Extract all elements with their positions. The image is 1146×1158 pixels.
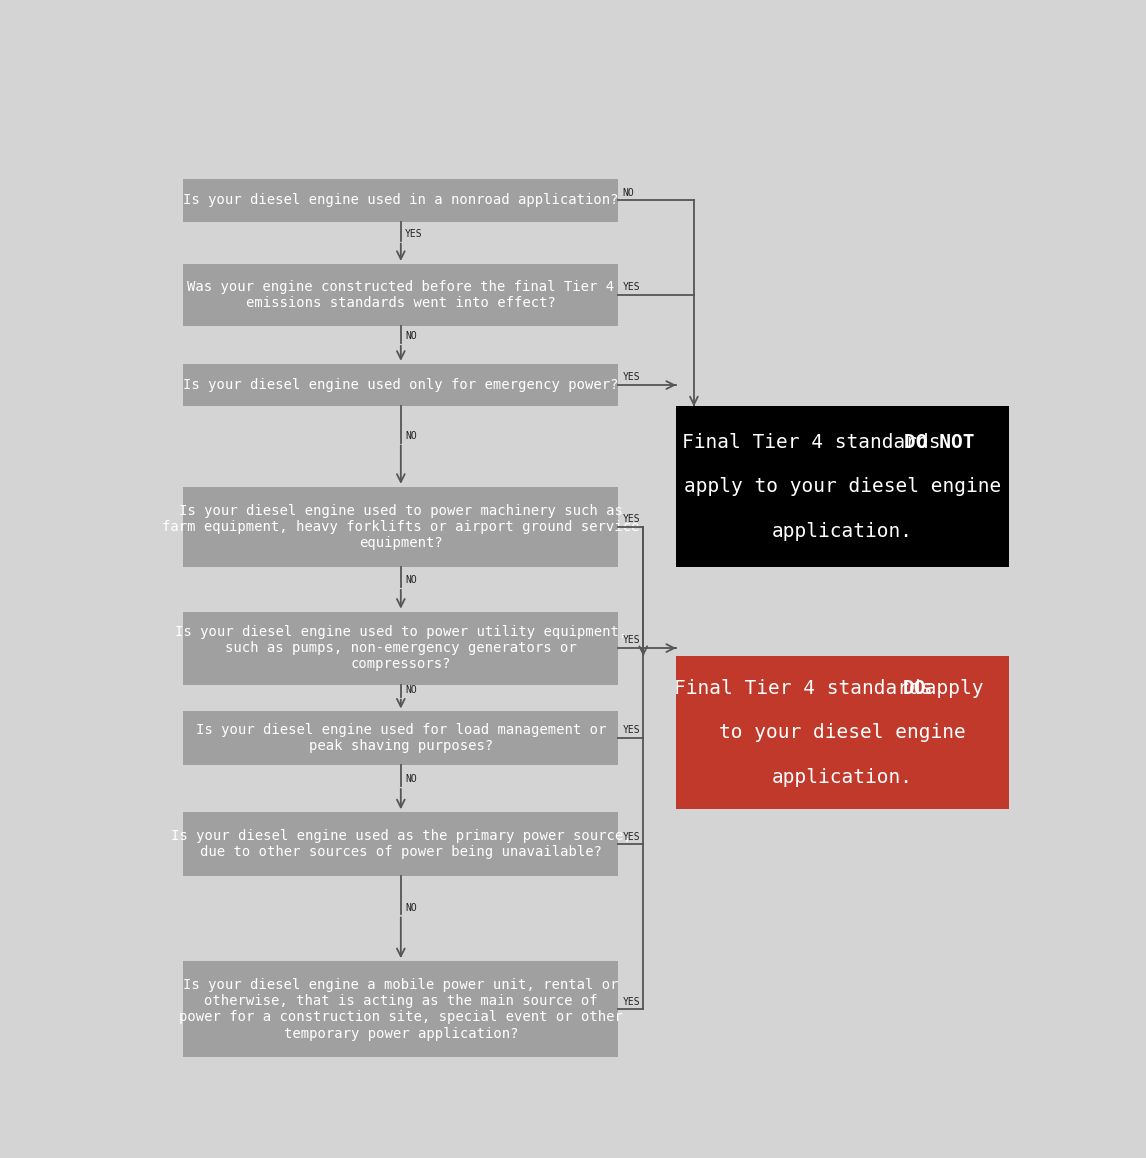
Text: Is your diesel engine used to power utility equipment,
such as pumps, non-emerge: Is your diesel engine used to power util…: [174, 625, 627, 672]
Bar: [183, 179, 619, 222]
Text: Is your diesel engine a mobile power unit, rental or
otherwise, that is acting a: Is your diesel engine a mobile power uni…: [179, 977, 622, 1041]
Text: Is your diesel engine used to power machinery such as
farm equipment, heavy fork: Is your diesel engine used to power mach…: [162, 504, 639, 550]
Bar: [183, 264, 619, 327]
Text: Is your diesel engine used in a nonroad application?: Is your diesel engine used in a nonroad …: [183, 193, 619, 207]
Text: Was your engine constructed before the final Tier 4
emissions standards went int: Was your engine constructed before the f…: [187, 280, 614, 310]
Text: YES: YES: [623, 514, 641, 525]
Text: NO: NO: [406, 431, 417, 441]
Bar: [676, 657, 1010, 809]
Text: NO: NO: [406, 684, 417, 695]
Text: YES: YES: [623, 997, 641, 1006]
Text: NO: NO: [623, 188, 635, 198]
Bar: [183, 812, 619, 877]
Text: Is your diesel engine used only for emergency power?: Is your diesel engine used only for emer…: [183, 378, 619, 393]
Text: YES: YES: [406, 229, 423, 239]
Bar: [183, 611, 619, 684]
Bar: [183, 486, 619, 567]
Bar: [183, 961, 619, 1057]
Text: YES: YES: [623, 725, 641, 735]
Text: NO: NO: [406, 903, 417, 913]
Bar: [183, 711, 619, 765]
Text: to your diesel engine: to your diesel engine: [720, 724, 966, 742]
Text: NO: NO: [406, 576, 417, 585]
Bar: [676, 406, 1010, 567]
Text: DO: DO: [903, 679, 926, 698]
Text: Is your diesel engine used for load management or
peak shaving purposes?: Is your diesel engine used for load mana…: [196, 723, 606, 753]
Text: YES: YES: [623, 373, 641, 382]
Text: NO: NO: [406, 775, 417, 784]
Text: Final Tier 4 standards: Final Tier 4 standards: [674, 679, 944, 698]
Text: application.: application.: [772, 768, 913, 787]
Text: DO NOT: DO NOT: [904, 433, 975, 452]
Text: NO: NO: [406, 331, 417, 342]
Text: apply: apply: [913, 679, 983, 698]
Text: YES: YES: [623, 636, 641, 645]
Text: Final Tier 4 standards: Final Tier 4 standards: [682, 433, 952, 452]
Text: YES: YES: [623, 283, 641, 292]
Bar: [183, 364, 619, 406]
Text: YES: YES: [623, 831, 641, 842]
Text: application.: application.: [772, 522, 913, 541]
Text: apply to your diesel engine: apply to your diesel engine: [684, 477, 1002, 497]
Text: Is your diesel engine used as the primary power source,
due to other sources of : Is your diesel engine used as the primar…: [171, 829, 631, 859]
